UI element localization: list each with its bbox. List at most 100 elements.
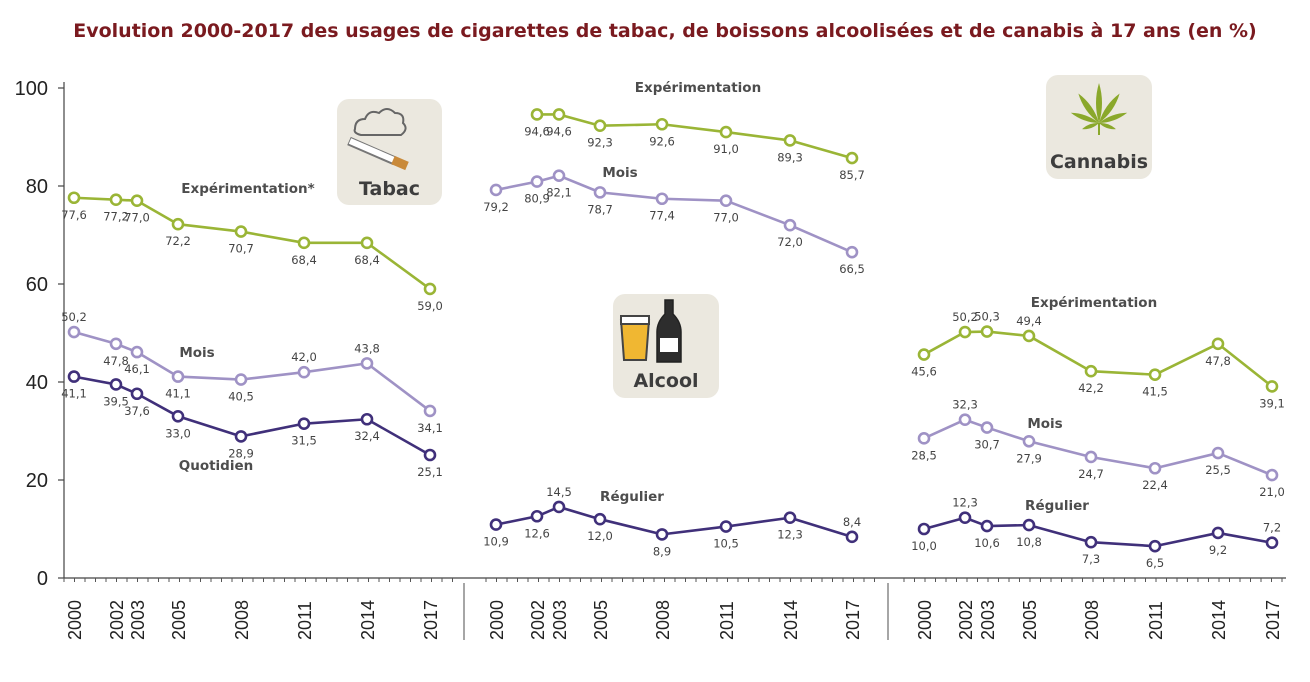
data-point [130, 387, 144, 401]
badge-cannabis: Cannabis [1046, 75, 1152, 179]
badge-background [337, 99, 442, 205]
data-point [655, 528, 669, 541]
data-point [917, 522, 931, 536]
x-tick-label: 2017 [843, 600, 863, 640]
series-name: Régulier [1025, 498, 1089, 514]
y-tick-label: 80 [26, 176, 48, 198]
data-label: 82,1 [546, 186, 572, 200]
data-point [530, 108, 544, 121]
cigarette-icon [347, 108, 409, 171]
x-tick-label: 2005 [1020, 600, 1040, 640]
x-tick-label: 2002 [956, 600, 976, 640]
data-point [917, 432, 931, 445]
data-label: 39,5 [103, 394, 129, 408]
data-label: 31,5 [291, 434, 317, 448]
data-label: 30,7 [974, 438, 1000, 452]
data-point [845, 530, 859, 544]
data-label: 24,7 [1078, 467, 1104, 481]
data-label: 42,0 [291, 350, 317, 364]
data-point [719, 520, 733, 533]
data-label: 8,9 [653, 544, 671, 558]
data-label: 68,4 [291, 253, 317, 267]
series-name: Expérimentation [635, 80, 761, 96]
data-label: 12,3 [777, 528, 803, 542]
data-point [530, 509, 544, 523]
labels: 77,6 77,277,072,270,768,4 68,459,0Expérime… [61, 80, 1285, 570]
badge-alcool: Alcool [613, 294, 719, 398]
data-point [297, 365, 311, 379]
data-point [655, 192, 669, 206]
data-point [360, 236, 374, 250]
data-label: 39,1 [1259, 396, 1285, 410]
data-point [234, 430, 248, 443]
badge-label: Alcool [633, 370, 698, 392]
data-point [783, 218, 797, 232]
data-label: 77,0 [124, 211, 150, 225]
data-label: 41,5 [1142, 385, 1168, 399]
data-point [109, 337, 123, 351]
data-label: 49,4 [1016, 314, 1042, 328]
data-point [360, 412, 374, 426]
y-tick-label: 60 [26, 274, 48, 296]
y-tick-label: 0 [37, 568, 48, 590]
x-tick-label: 2002 [528, 600, 548, 640]
data-point [593, 119, 607, 133]
x-tick-label: 2008 [653, 600, 673, 640]
data-label: 43,8 [354, 341, 380, 355]
data-label: 9,2 [1209, 543, 1227, 557]
data-label: 25,1 [417, 465, 443, 479]
data-point [130, 345, 144, 359]
data-point [171, 217, 185, 231]
data-label: 10,5 [713, 537, 739, 551]
series-name: Expérimentation* [181, 181, 314, 197]
data-label: 14,5 [546, 485, 572, 499]
data-label: 77,4 [649, 209, 675, 223]
data-label: 92,6 [649, 134, 675, 148]
x-tick-label: 2003 [550, 600, 570, 640]
data-label: 42,2 [1078, 381, 1104, 395]
data-point [980, 421, 994, 434]
data-label: 47,8 [103, 354, 129, 368]
data-label: 80,9 [524, 192, 550, 206]
data-point [171, 370, 185, 383]
series-name: Mois [179, 345, 214, 361]
data-point [109, 193, 123, 207]
data-label: 94,6 [524, 124, 550, 138]
data-point [297, 236, 311, 250]
data-point [783, 511, 797, 525]
data-point [67, 191, 81, 205]
data-label: 12,0 [587, 529, 613, 543]
x-tick-label: 2005 [591, 600, 611, 640]
data-label: 50,2 [61, 310, 87, 324]
chart-title: Evolution 2000-2017 des usages de cigare… [73, 20, 1257, 42]
data-label: 46,1 [124, 362, 150, 376]
data-point [1022, 329, 1036, 343]
x-tick-label: 2008 [1082, 600, 1102, 640]
data-label: 25,5 [1205, 463, 1231, 477]
data-point [1022, 518, 1036, 532]
series-name: Expérimentation [1031, 295, 1157, 311]
y-tick-label: 20 [26, 470, 48, 492]
data-point [171, 409, 185, 423]
data-label: 94,6 [546, 124, 572, 138]
data-point [130, 194, 144, 207]
data-label: 10,0 [911, 539, 937, 553]
data-label: 6,5 [1146, 556, 1164, 570]
data-point [1084, 364, 1098, 378]
data-point [1265, 536, 1279, 550]
data-label: 40,5 [228, 390, 254, 404]
data-label: 12,6 [524, 526, 550, 540]
data-label: 32,4 [354, 429, 380, 443]
data-point [1265, 468, 1279, 482]
data-label: 77,0 [713, 211, 739, 225]
cannabis-leaf-icon [1070, 83, 1128, 135]
data-point [719, 125, 733, 139]
data-label: 50,3 [974, 310, 1000, 324]
data-point [958, 413, 972, 427]
data-point [1084, 535, 1098, 549]
data-point [423, 282, 437, 296]
badge-label: Cannabis [1050, 151, 1148, 173]
data-label: 59,0 [417, 299, 443, 313]
data-point [593, 512, 607, 526]
data-point [958, 325, 972, 339]
